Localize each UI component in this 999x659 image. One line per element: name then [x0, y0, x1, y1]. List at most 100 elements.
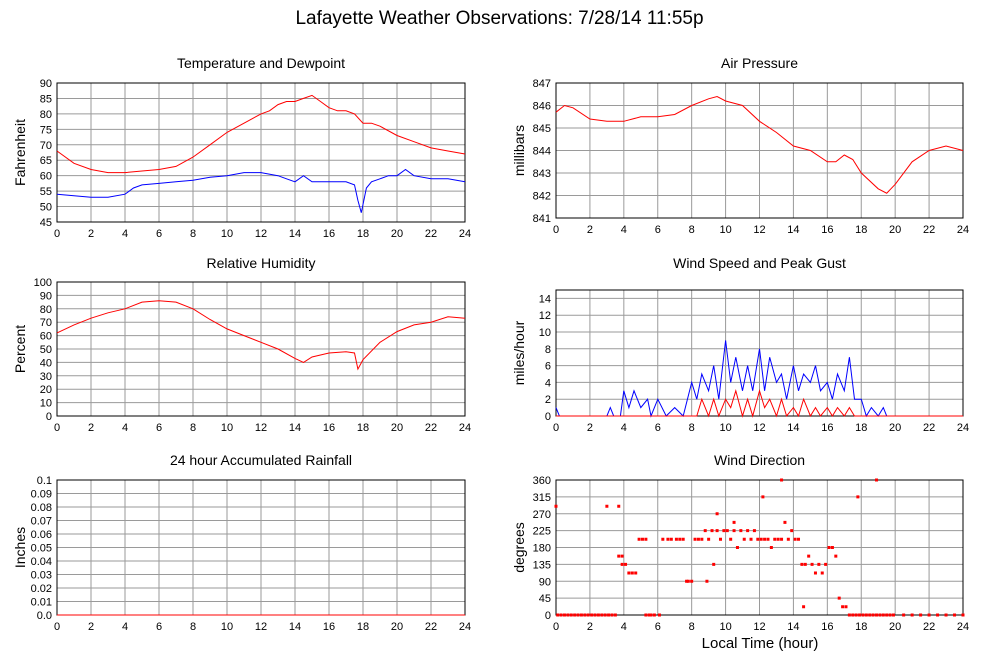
data-point — [554, 504, 558, 508]
x-tick-label: 18 — [855, 621, 867, 633]
x-tick-label: 20 — [391, 228, 403, 240]
data-point — [678, 537, 682, 541]
x-tick-label: 8 — [689, 224, 695, 236]
y-axis-label: degrees — [511, 522, 527, 573]
y-axis-label: miles/hour — [511, 320, 527, 385]
y-tick-label: 45 — [40, 217, 52, 229]
x-tick-label: 18 — [855, 422, 867, 434]
x-tick-label: 8 — [689, 621, 695, 633]
data-point — [803, 562, 807, 566]
x-tick-label: 10 — [719, 422, 731, 434]
x-tick-label: 12 — [753, 224, 765, 236]
data-point — [669, 537, 673, 541]
series-line-red — [56, 300, 466, 371]
x-tick-label: 14 — [289, 422, 301, 434]
chart-title: Wind Speed and Peak Gust — [673, 255, 846, 271]
data-point — [583, 613, 587, 617]
y-tick-label: 65 — [40, 155, 52, 167]
data-point — [953, 613, 957, 617]
data-point — [712, 562, 716, 566]
data-point — [793, 537, 797, 541]
x-tick-label: 16 — [323, 621, 335, 633]
y-tick-label: 0.05 — [31, 543, 52, 555]
y-tick-label: 0 — [46, 411, 52, 423]
data-point — [732, 529, 736, 533]
data-point — [624, 562, 628, 566]
x-tick-label: 20 — [889, 621, 901, 633]
series-line-red — [556, 388, 963, 418]
y-tick-label: 60 — [40, 171, 52, 183]
data-point — [856, 495, 860, 499]
chart-title: Air Pressure — [721, 55, 798, 71]
data-point — [722, 529, 726, 533]
data-point — [797, 537, 801, 541]
y-tick-label: 0.04 — [31, 556, 52, 568]
data-point — [649, 613, 653, 617]
data-point — [837, 596, 841, 600]
y-tick-label: 0.07 — [31, 516, 52, 528]
y-tick-label: 50 — [40, 202, 52, 214]
y-tick-label: 90 — [40, 78, 52, 90]
data-point — [732, 520, 736, 524]
data-point — [718, 537, 722, 541]
x-tick-label: 14 — [787, 422, 799, 434]
data-point — [559, 613, 563, 617]
data-point — [776, 537, 780, 541]
data-point — [783, 520, 787, 524]
y-tick-label: 50 — [40, 344, 52, 356]
data-point — [868, 613, 872, 617]
y-tick-label: 8 — [545, 344, 551, 356]
data-point — [590, 613, 594, 617]
x-tick-label: 6 — [156, 422, 162, 434]
data-point — [620, 554, 624, 558]
x-tick-label: 12 — [255, 422, 267, 434]
x-tick-label: 0 — [54, 621, 60, 633]
data-point — [573, 613, 577, 617]
data-point — [749, 537, 753, 541]
data-point — [885, 613, 889, 617]
x-tick-label: 0 — [54, 228, 60, 240]
main-title: Lafayette Weather Observations: 7/28/14 … — [295, 8, 704, 29]
x-tick-label: 2 — [88, 228, 94, 240]
x-tick-label: 24 — [459, 422, 471, 434]
y-tick-label: 100 — [34, 277, 52, 289]
data-point — [725, 529, 729, 533]
data-point — [674, 537, 678, 541]
y-tick-label: 360 — [533, 475, 551, 487]
data-point — [830, 546, 834, 549]
data-point — [715, 529, 719, 533]
data-point — [666, 537, 670, 541]
x-tick-label: 0 — [553, 224, 559, 236]
data-point — [773, 537, 777, 541]
data-point — [603, 613, 607, 617]
data-point — [729, 537, 733, 541]
x-tick-label: 16 — [323, 228, 335, 240]
y-tick-label: 315 — [533, 492, 551, 504]
data-point — [739, 529, 743, 533]
data-point — [927, 613, 931, 617]
y-tick-label: 12 — [539, 310, 551, 322]
data-point — [854, 613, 858, 617]
x-tick-label: 10 — [221, 228, 233, 240]
data-point — [761, 495, 765, 499]
y-tick-label: 842 — [533, 191, 551, 203]
y-tick-label: 70 — [40, 317, 52, 329]
x-tick-label: 10 — [221, 621, 233, 633]
x-tick-label: 18 — [357, 228, 369, 240]
data-point — [824, 562, 828, 566]
x-tick-label: 6 — [655, 224, 661, 236]
x-tick-label: 2 — [88, 422, 94, 434]
data-point — [813, 571, 817, 575]
data-point — [910, 613, 914, 617]
y-axis-label: Percent — [12, 325, 28, 373]
data-point — [647, 613, 651, 617]
data-point — [735, 546, 739, 549]
y-tick-label: 85 — [40, 93, 52, 105]
y-tick-label: 90 — [539, 576, 551, 588]
y-tick-label: 0.02 — [31, 583, 52, 595]
plot-frame — [555, 479, 964, 616]
